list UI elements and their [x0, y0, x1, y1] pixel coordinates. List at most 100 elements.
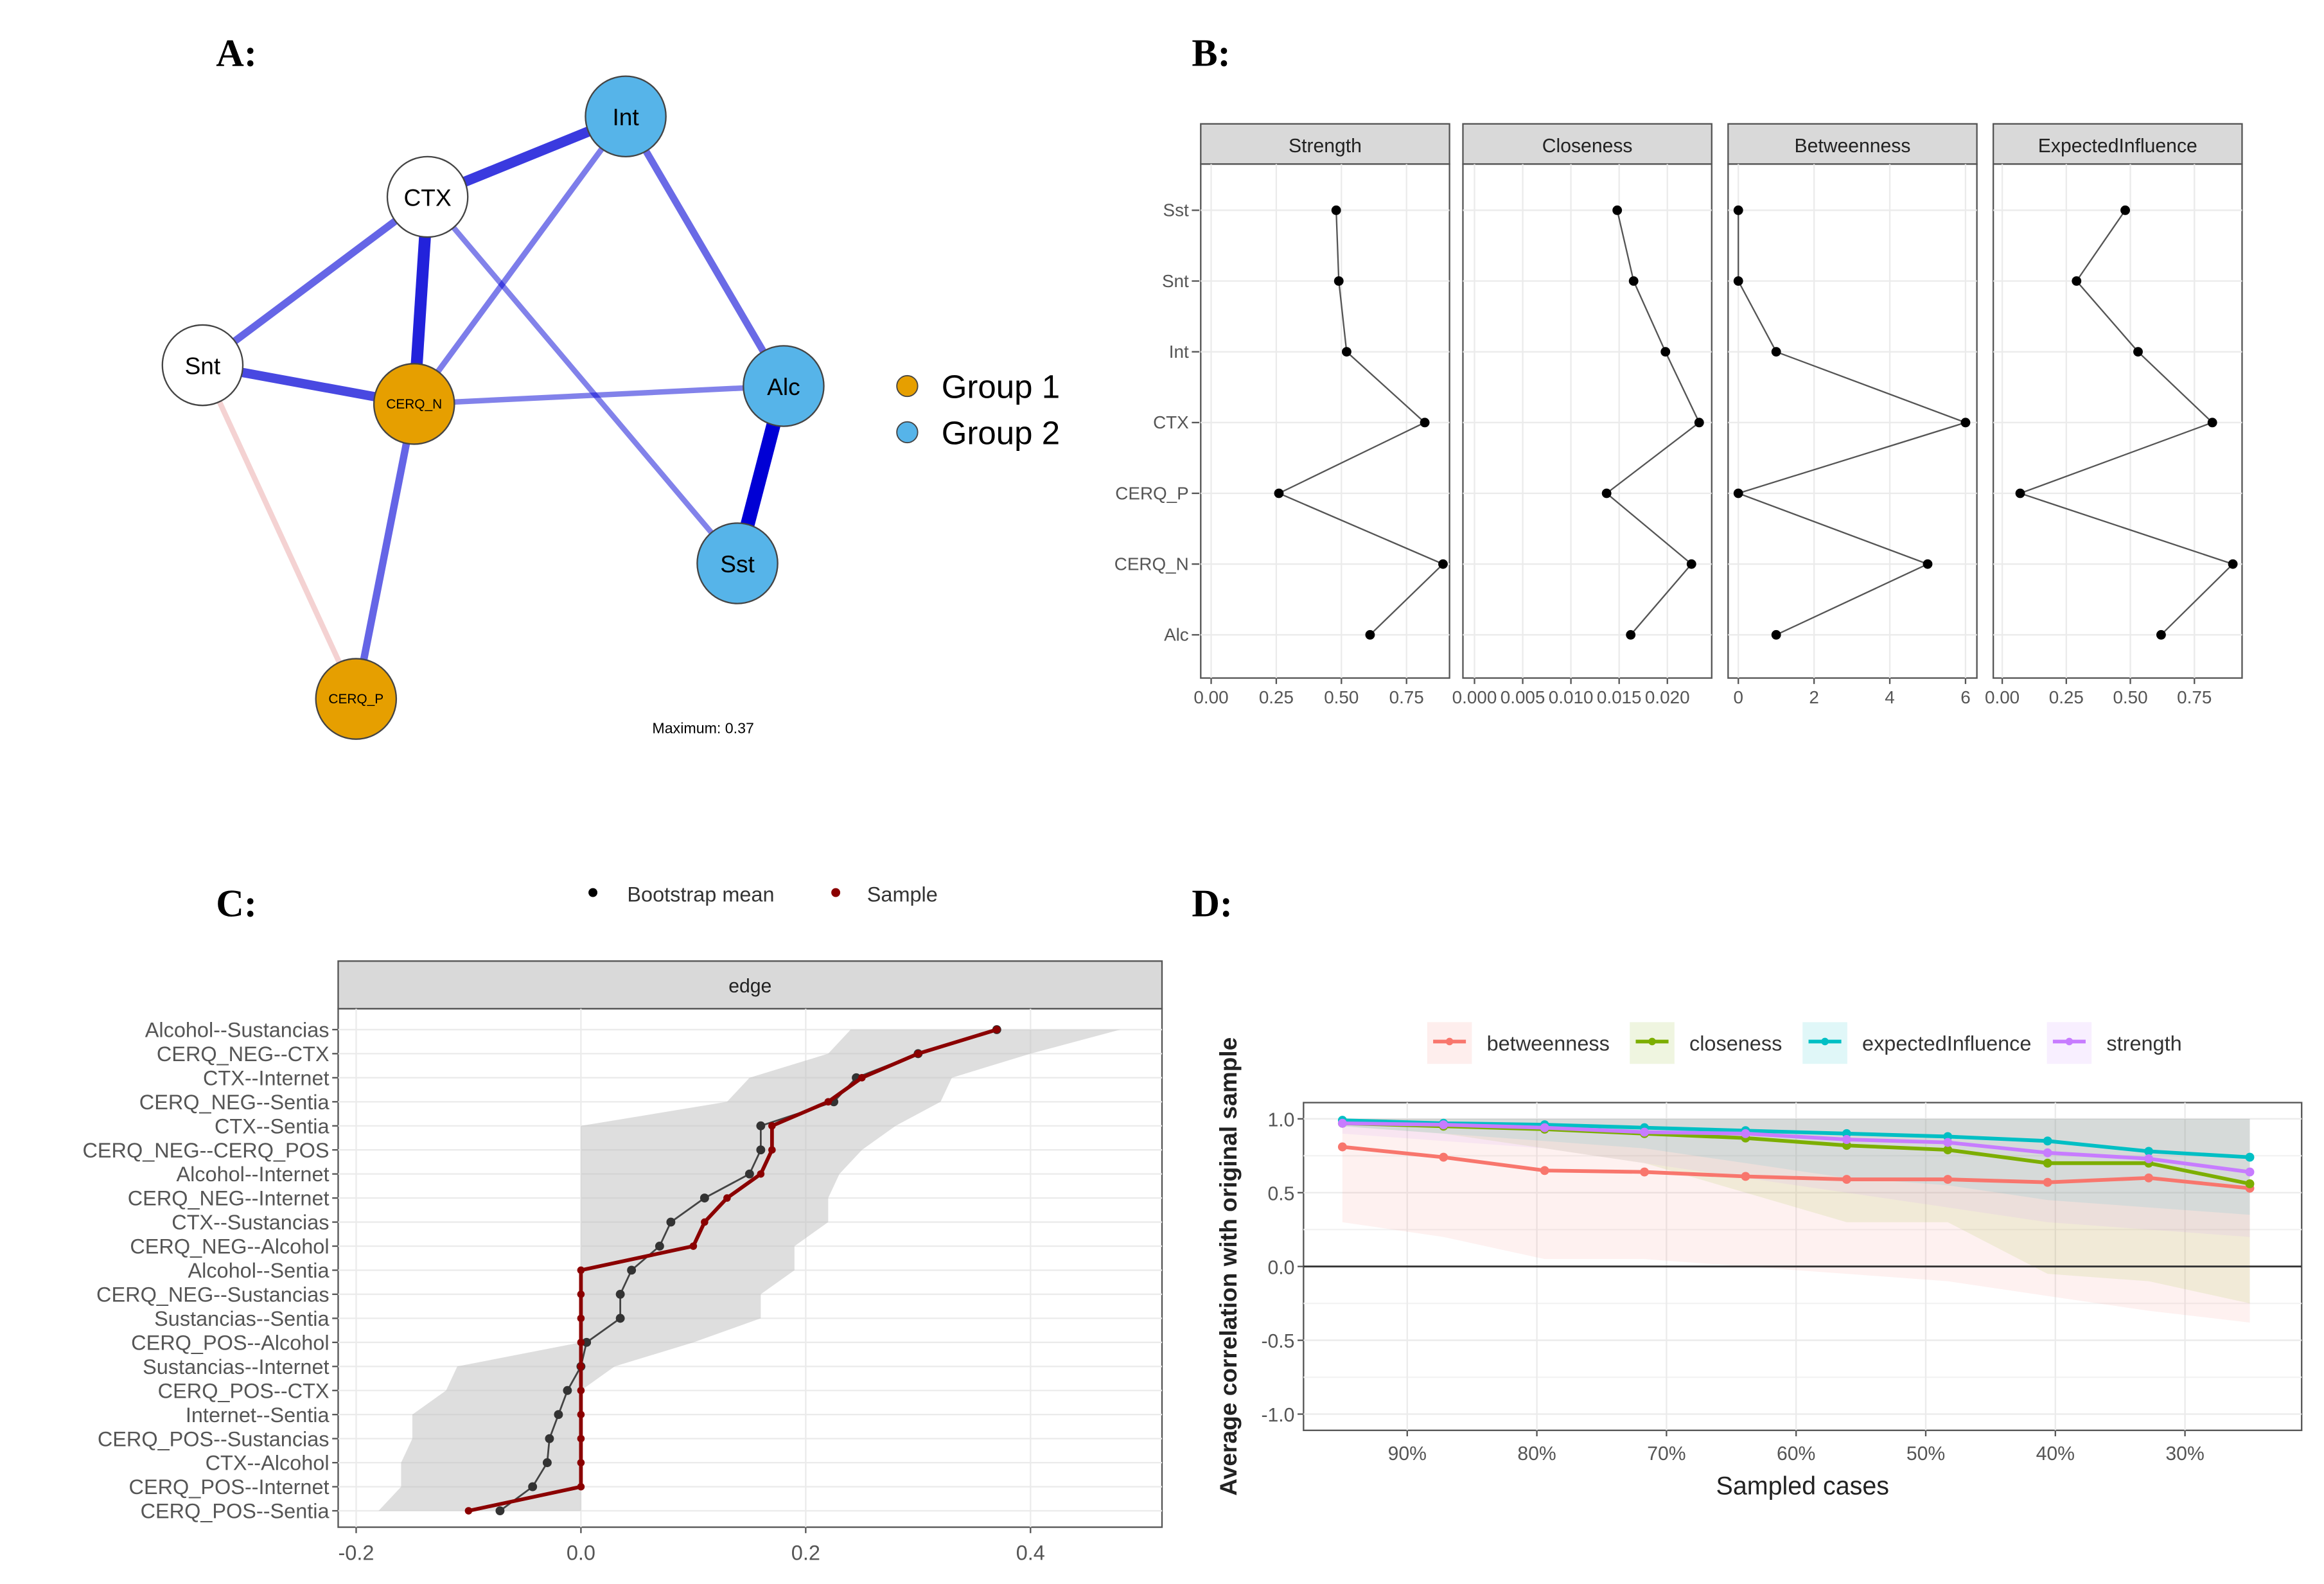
- panel-label-b: B:: [1192, 31, 1230, 75]
- sample-point: [723, 1194, 731, 1202]
- bootstrap-mean-point: [495, 1506, 505, 1515]
- centrality-point: [1694, 418, 1704, 428]
- series-point: [1337, 1118, 1347, 1128]
- y-tick-label: Alcohol--Sustancias: [145, 1019, 330, 1042]
- centrality-point: [2228, 559, 2238, 569]
- sample-point: [577, 1434, 585, 1443]
- x-tick-label: 0.4: [1016, 1542, 1045, 1565]
- x-tick-label: 0.50: [2113, 687, 2147, 707]
- y-tick-label: CERQ_NEG--Sustancias: [96, 1283, 330, 1307]
- bootstrap-mean-point: [655, 1242, 664, 1251]
- bootstrap-mean-point: [666, 1217, 676, 1227]
- facet-strip: [1992, 123, 2243, 165]
- x-tick-label: 0.25: [1259, 687, 1294, 707]
- x-tick-label: 0.015: [1597, 687, 1642, 707]
- y-tick-label: CTX: [1153, 412, 1189, 432]
- network-node-snt: [161, 324, 244, 407]
- network-node-sst: [696, 522, 779, 604]
- series-point: [2245, 1167, 2255, 1177]
- y-tick-label: CTX--Sentia: [215, 1114, 330, 1138]
- panel-label-d: D:: [1192, 883, 1233, 926]
- facet-strip: [1462, 123, 1712, 165]
- x-tick-label: 50%: [1906, 1443, 1945, 1465]
- x-tick-label: 6: [1960, 687, 1970, 707]
- bootstrap-mean-point: [700, 1193, 709, 1203]
- sample-point: [768, 1146, 776, 1154]
- y-tick-label: Sustancias--Internet: [143, 1355, 329, 1378]
- panel-d-stability: betweenness closeness expectedInfluence str…: [1177, 1022, 2303, 1580]
- legend-label: closeness: [1689, 1032, 1782, 1055]
- centrality-point: [2120, 205, 2130, 215]
- centrality-point: [1274, 488, 1284, 498]
- node-label: Alc: [767, 373, 800, 400]
- node-label: Snt: [185, 352, 221, 379]
- y-tick-label: CTX--Alcohol: [206, 1452, 330, 1475]
- x-tick-label: 0.010: [1549, 687, 1594, 707]
- network-edge: [414, 383, 784, 407]
- panel-a-network: Int CTX Snt CERQ_N Alc Sst CERQ_P Group 1 Group …: [161, 75, 1060, 740]
- series-point: [1741, 1172, 1750, 1181]
- y-tick-label: CERQ_NEG--Sentia: [139, 1091, 330, 1114]
- facet-strip: [337, 960, 1163, 1010]
- facet-title: Closeness: [1542, 136, 1633, 157]
- bootstrap-mean-point: [744, 1169, 754, 1179]
- series-point: [1842, 1135, 1851, 1144]
- sample-point: [577, 1290, 585, 1298]
- y-tick-label: Snt: [1162, 271, 1189, 291]
- series-point: [1640, 1127, 1650, 1137]
- y-tick-label: CERQ_NEG--Alcohol: [130, 1235, 329, 1258]
- x-tick-label: 2: [1809, 687, 1818, 707]
- legend-label: Group 1: [942, 369, 1060, 405]
- y-tick-label: -1.0: [1261, 1405, 1294, 1426]
- series-point: [2144, 1147, 2154, 1156]
- series-point: [1943, 1138, 1953, 1147]
- x-tick-label: 0.2: [791, 1542, 820, 1565]
- x-tick-label: 0.50: [1324, 687, 1359, 707]
- centrality-point: [1612, 205, 1623, 215]
- sample-point: [577, 1411, 585, 1419]
- y-tick-label: CERQ_POS--Sustancias: [98, 1427, 330, 1450]
- network-node-cerq_n: [373, 363, 455, 445]
- y-tick-label: CERQ_N: [1114, 554, 1189, 574]
- y-tick-label: CERQ_POS--Sentia: [141, 1500, 330, 1523]
- y-tick-label: CERQ_NEG--Internet: [128, 1187, 330, 1210]
- panel-label-a: A:: [216, 31, 257, 75]
- y-tick-label: Sustancias--Sentia: [154, 1307, 330, 1330]
- series-point: [2043, 1158, 2052, 1168]
- sample-point: [577, 1362, 585, 1371]
- centrality-point: [1960, 418, 1971, 428]
- centrality-point: [2156, 629, 2166, 640]
- series-point: [1540, 1123, 1549, 1132]
- centrality-point: [1923, 559, 1933, 569]
- sample-point: [858, 1074, 866, 1082]
- centrality-point: [1733, 488, 1743, 498]
- y-tick-label: CERQ_P: [1115, 483, 1188, 503]
- x-tick-label: 90%: [1388, 1443, 1427, 1465]
- node-label: CERQ_N: [386, 397, 442, 412]
- legend-swatch: [896, 421, 919, 444]
- centrality-point: [1733, 205, 1743, 215]
- series-point: [2144, 1154, 2154, 1163]
- network-edge: [425, 195, 740, 565]
- bootstrap-mean-point: [756, 1121, 766, 1131]
- x-tick-label: -0.2: [338, 1542, 374, 1565]
- x-tick-label: 80%: [1517, 1443, 1556, 1465]
- series-point: [1741, 1129, 1750, 1138]
- legend-swatch: [896, 374, 919, 398]
- x-axis-title: Sampled cases: [1716, 1472, 1889, 1500]
- centrality-point: [1771, 629, 1781, 640]
- ci-band-closeness: [1342, 1118, 2250, 1304]
- network-edge: [352, 403, 418, 700]
- sample-point: [757, 1170, 765, 1178]
- series-point: [1439, 1152, 1448, 1162]
- node-label: CERQ_P: [328, 692, 383, 707]
- y-tick-label: 0.0: [1268, 1257, 1295, 1278]
- centrality-point: [1365, 629, 1375, 640]
- y-tick-label: Alcohol--Sentia: [188, 1259, 330, 1282]
- series-point: [1943, 1175, 1953, 1184]
- x-tick-label: 0.005: [1501, 687, 1545, 707]
- bootstrap-mean-point: [563, 1386, 572, 1395]
- sample-point: [577, 1386, 585, 1395]
- facet-panel: [1727, 163, 1978, 679]
- sample-point: [824, 1098, 832, 1106]
